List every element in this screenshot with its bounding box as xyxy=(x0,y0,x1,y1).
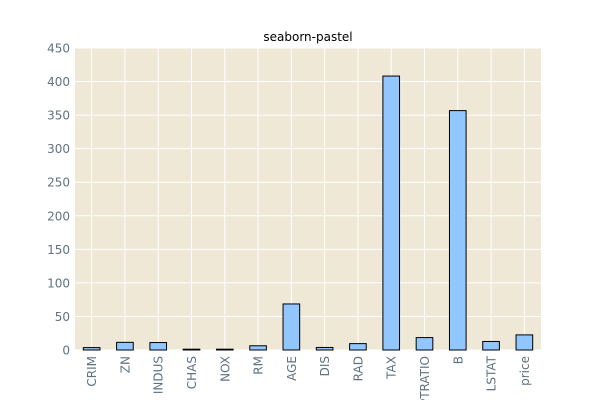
bar-indus xyxy=(149,342,168,351)
y-tick-label: 0 xyxy=(62,344,70,358)
y-tick-label: 400 xyxy=(47,75,70,89)
bar-chas xyxy=(182,348,201,351)
y-tick-label: 200 xyxy=(47,209,70,223)
x-tick-label: ZN xyxy=(118,356,132,373)
x-tick-label: price xyxy=(518,356,532,386)
x-tick-label: CRIM xyxy=(85,356,99,387)
bar-b xyxy=(448,110,467,351)
bar-age xyxy=(282,303,301,351)
bar-nox xyxy=(215,348,234,351)
x-tick-label: INDUS xyxy=(152,356,166,394)
y-tick-label: 350 xyxy=(47,109,70,123)
bar-crim xyxy=(82,347,101,351)
x-tick-label: LSTAT xyxy=(485,355,499,391)
bar-zn xyxy=(116,341,134,351)
x-tick-label: TAX xyxy=(385,356,399,380)
plot-area xyxy=(75,48,541,350)
x-tick-label: CHAS xyxy=(185,356,199,389)
x-tick-label: RAD xyxy=(351,356,365,381)
x-tick-label: NOX xyxy=(218,356,232,382)
bars xyxy=(82,75,534,351)
x-tick-label: DIS xyxy=(318,356,332,376)
x-axis-ticks: CRIM ZN INDUS CHAS NOX RM AGE DIS RAD TAX PTRATIO B… xyxy=(85,355,532,400)
x-tick-label: RM xyxy=(252,356,266,375)
y-tick-label: 450 xyxy=(47,42,70,56)
bar-rm xyxy=(249,345,267,351)
y-tick-label: 150 xyxy=(47,243,70,257)
y-tick-label: 100 xyxy=(47,276,70,290)
chart-title: seaborn-pastel xyxy=(263,30,352,44)
bar-ptratio xyxy=(415,337,434,351)
y-tick-label: 250 xyxy=(47,176,70,190)
x-tick-label: PTRATIO xyxy=(418,356,432,400)
bar-rad xyxy=(349,343,367,351)
y-tick-label: 300 xyxy=(47,142,70,156)
bar-lstat xyxy=(482,340,500,351)
bar-dis xyxy=(315,346,334,351)
bar-tax xyxy=(382,75,401,351)
y-axis-ticks: 0 50 100 150 200 250 300 350 400 450 xyxy=(47,42,70,358)
x-tick-label: B xyxy=(451,356,465,364)
y-tick-label: 50 xyxy=(55,310,70,324)
bar-price xyxy=(515,334,534,351)
x-tick-label: AGE xyxy=(285,356,299,381)
